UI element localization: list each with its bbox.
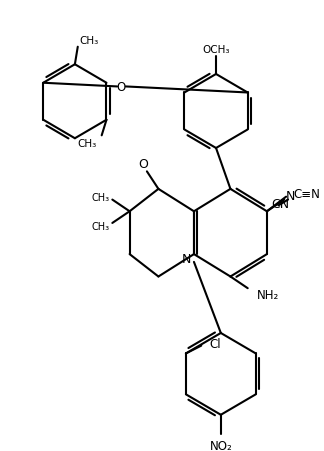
- Text: CN: CN: [272, 198, 290, 211]
- Text: Cl: Cl: [209, 337, 221, 350]
- Text: CH₃: CH₃: [92, 221, 110, 231]
- Text: O: O: [138, 158, 148, 170]
- Text: O: O: [116, 81, 126, 94]
- Text: N: N: [181, 253, 191, 266]
- Text: CH₃: CH₃: [78, 139, 97, 149]
- Text: N: N: [286, 190, 295, 203]
- Text: NH₂: NH₂: [257, 288, 280, 301]
- Text: CH₃: CH₃: [92, 192, 110, 202]
- Text: CH₃: CH₃: [80, 36, 99, 46]
- Text: C≡N: C≡N: [294, 188, 321, 201]
- Text: OCH₃: OCH₃: [202, 45, 230, 55]
- Text: NO₂: NO₂: [209, 439, 232, 451]
